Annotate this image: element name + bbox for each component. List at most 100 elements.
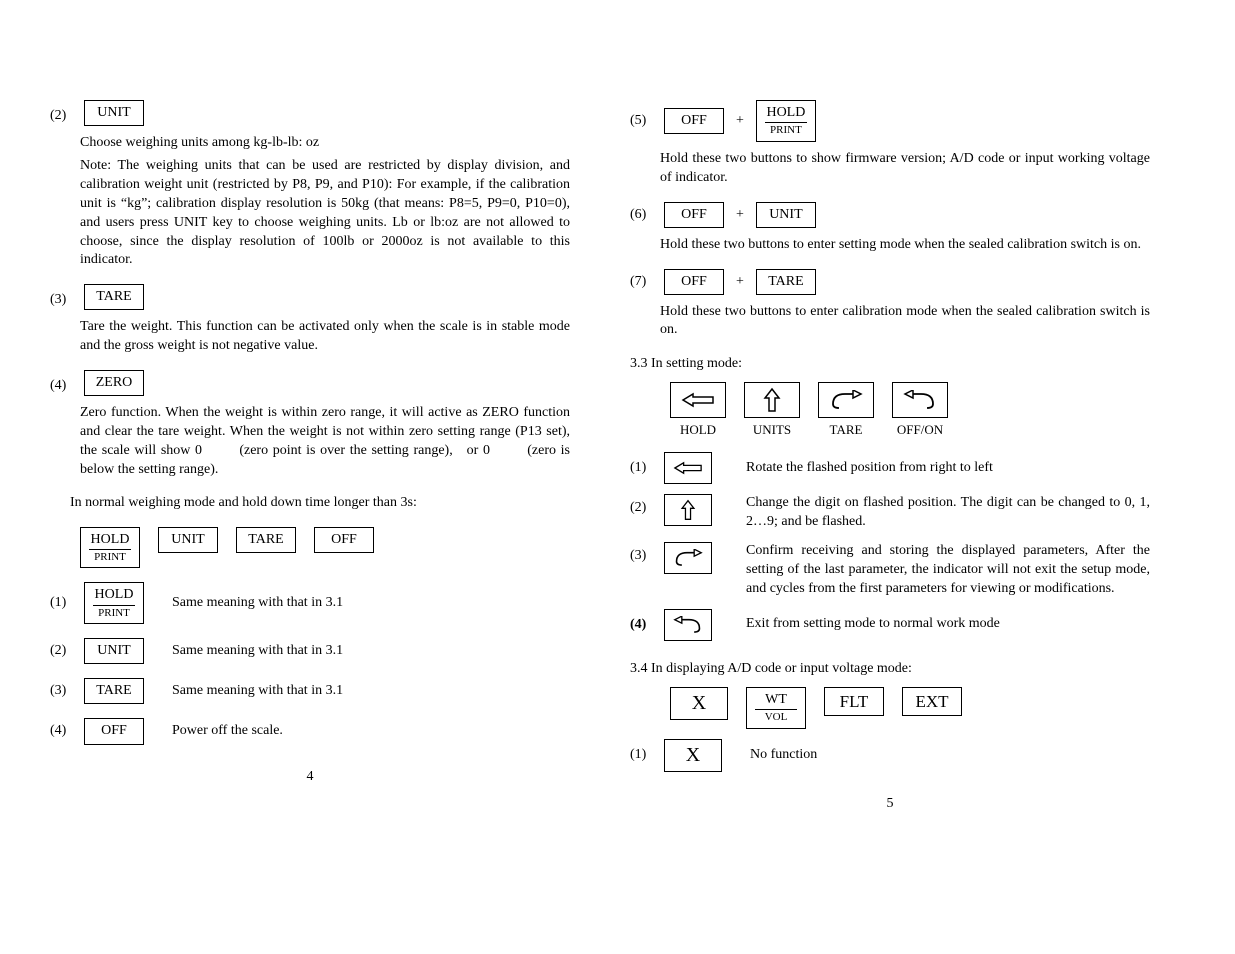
setting-item-4: (4) Exit from setting mode to normal wor…	[630, 609, 1150, 641]
unit-key-box: UNIT	[756, 202, 816, 228]
unit-key-box: UNIT	[84, 638, 144, 664]
combo-7-text: Hold these two buttons to enter calibrat…	[660, 303, 1150, 341]
wt-vol-key-box: WT VOL	[746, 687, 806, 729]
page-right: (5) OFF + HOLD PRINT Hold these two butt…	[630, 100, 1150, 812]
item-number: (4)	[50, 370, 74, 394]
setting-key-offon: OFF/ON	[892, 382, 948, 438]
left-arrow-icon	[670, 382, 726, 418]
key-under-label: OFF/ON	[897, 422, 943, 438]
mode-item-text: Same meaning with that in 3.1	[172, 682, 570, 701]
plus-sign: +	[736, 274, 744, 290]
mode-item-1: (1) HOLD PRINT Same meaning with that in…	[50, 582, 570, 624]
key-combo: OFF + UNIT	[664, 202, 816, 228]
item-number: (1)	[630, 747, 654, 763]
setting-keys-row: HOLD UNITS TARE OFF/ON	[670, 382, 1150, 438]
item-number: (3)	[630, 542, 654, 564]
off-key-box: OFF	[84, 718, 144, 744]
tare-key-box: TARE	[84, 284, 144, 310]
setting-item-2: (2) Change the digit on flashed position…	[630, 494, 1150, 532]
key-sublabel: PRINT	[89, 549, 131, 564]
hold-print-key-box: HOLD PRINT	[84, 582, 144, 624]
curve-right-arrow-icon	[664, 542, 712, 574]
plus-sign: +	[736, 207, 744, 223]
key-label: WT	[755, 692, 797, 708]
setting-key-hold: HOLD	[670, 382, 726, 438]
x-key-box: X	[664, 739, 722, 772]
tare-key-box: TARE	[236, 527, 296, 553]
key-label: X	[679, 692, 719, 715]
combo-6: (6) OFF + UNIT	[630, 202, 1150, 228]
ad-item-1: (1) X No function	[630, 739, 1150, 772]
key-combo: OFF + HOLD PRINT	[664, 100, 816, 142]
key-label: UNIT	[167, 532, 209, 548]
key-label: UNIT	[93, 643, 135, 659]
page-number: 4	[50, 769, 570, 785]
off-key-box: OFF	[314, 527, 374, 553]
up-arrow-icon	[744, 382, 800, 418]
key-sublabel: PRINT	[93, 605, 135, 620]
mode-item-2: (2) UNIT Same meaning with that in 3.1	[50, 638, 570, 664]
setting-key-units: UNITS	[744, 382, 800, 438]
x-key-box: X	[670, 687, 728, 720]
combo-6-text: Hold these two buttons to enter setting …	[660, 236, 1150, 255]
item-number: (2)	[50, 643, 74, 659]
off-key-box: OFF	[664, 108, 724, 134]
key-sublabel: VOL	[755, 709, 797, 724]
key-under-label: HOLD	[680, 422, 716, 438]
setting-item-1: (1) Rotate the flashed position from rig…	[630, 452, 1150, 484]
off-key-box: OFF	[664, 202, 724, 228]
mode-intro: In normal weighing mode and hold down ti…	[70, 494, 570, 513]
curve-left-arrow-icon	[664, 609, 712, 641]
up-arrow-icon	[664, 494, 712, 526]
key-label: OFF	[673, 274, 715, 290]
key-label: FLT	[833, 692, 875, 712]
setting-item-text: Change the digit on flashed position. Th…	[746, 494, 1150, 532]
key-label: UNIT	[93, 105, 135, 121]
key-label: OFF	[93, 723, 135, 739]
key-label: TARE	[765, 274, 807, 290]
key-under-label: TARE	[830, 422, 863, 438]
key-label: OFF	[673, 207, 715, 223]
key-label: ZERO	[93, 375, 135, 391]
item-3: (3) TARE	[50, 284, 570, 310]
hold-print-key-box: HOLD PRINT	[756, 100, 816, 142]
key-label: HOLD	[89, 532, 131, 548]
zero-key-box: ZERO	[84, 370, 144, 396]
item-number: (7)	[630, 274, 654, 290]
section-3-3-heading: 3.3 In setting mode:	[630, 356, 1150, 372]
item-4-text: Zero function. When the weight is within…	[80, 404, 570, 480]
mode-item-text: Same meaning with that in 3.1	[172, 642, 570, 661]
item-number: (2)	[50, 100, 74, 124]
item-3-text: Tare the weight. This function can be ac…	[80, 318, 570, 356]
tare-key-box: TARE	[756, 269, 816, 295]
combo-7: (7) OFF + TARE	[630, 269, 1150, 295]
hold-print-key-box: HOLD PRINT	[80, 527, 140, 569]
mode-item-text: Power off the scale.	[172, 722, 570, 741]
setting-item-text: Rotate the flashed position from right t…	[746, 459, 1150, 478]
item-2-text-line2: Note: The weighing units that can be use…	[80, 157, 570, 270]
key-label: TARE	[93, 289, 135, 305]
key-combo: OFF + TARE	[664, 269, 816, 295]
curve-left-arrow-icon	[892, 382, 948, 418]
tare-key-box: TARE	[84, 678, 144, 704]
key-label: UNIT	[765, 207, 807, 223]
item-number: (3)	[50, 284, 74, 308]
page-spread: (2) UNIT Choose weighing units among kg-…	[0, 0, 1235, 832]
setting-item-text: Exit from setting mode to normal work mo…	[746, 615, 1150, 634]
key-sublabel: PRINT	[765, 122, 807, 137]
item-number: (4)	[630, 617, 654, 633]
setting-item-3: (3) Confirm receiving and storing the di…	[630, 542, 1150, 599]
flt-key-box: FLT	[824, 687, 884, 717]
key-label: EXT	[911, 692, 953, 712]
key-label: TARE	[93, 683, 135, 699]
ad-keys-row: X WT VOL FLT EXT	[670, 687, 1150, 729]
page-left: (2) UNIT Choose weighing units among kg-…	[50, 100, 570, 812]
key-label: HOLD	[765, 105, 807, 121]
key-label: X	[673, 744, 713, 767]
item-number: (3)	[50, 683, 74, 699]
plus-sign: +	[736, 113, 744, 129]
key-label: OFF	[323, 532, 365, 548]
item-number: (5)	[630, 113, 654, 129]
key-label: OFF	[673, 113, 715, 129]
item-2-text-line1: Choose weighing units among kg-lb-lb: oz	[80, 134, 570, 153]
